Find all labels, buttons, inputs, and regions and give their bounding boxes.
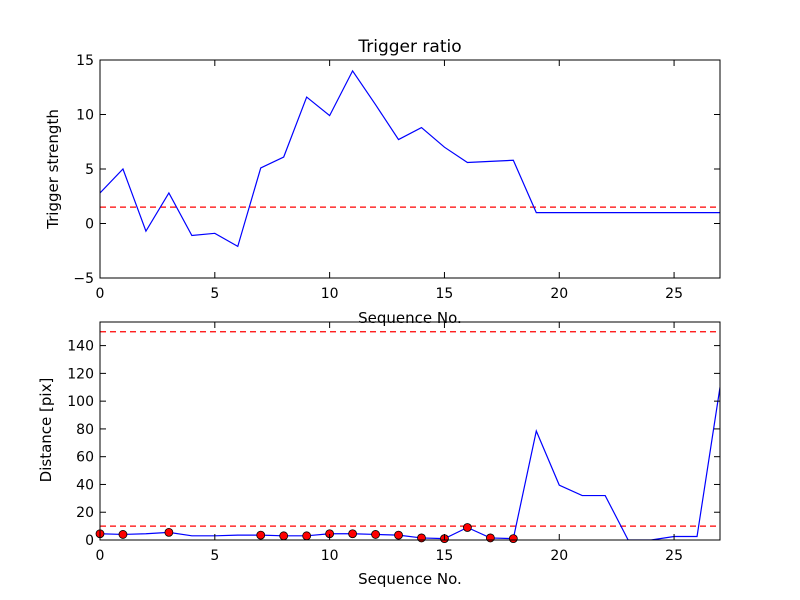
x-tick-label: 25 — [665, 548, 683, 564]
y-tick-label: 60 — [76, 450, 94, 466]
y-axis-label: Trigger strength — [44, 109, 62, 230]
y-tick-label: 20 — [76, 505, 94, 521]
x-tick-label: 25 — [665, 286, 683, 302]
y-tick-label: 0 — [85, 533, 94, 549]
x-tick-label: 5 — [210, 286, 219, 302]
x-tick-label: 10 — [321, 548, 339, 564]
x-tick-label: 10 — [321, 286, 339, 302]
data-point — [485, 533, 495, 543]
y-tick-label: 10 — [76, 108, 94, 124]
data-point — [164, 527, 174, 537]
y-tick-label: 120 — [67, 366, 94, 382]
data-point — [256, 530, 266, 540]
data-point — [508, 534, 518, 544]
x-tick-label: 0 — [96, 548, 105, 564]
y-tick-label: 80 — [76, 422, 94, 438]
data-point — [371, 530, 380, 539]
y-tick-label: 40 — [76, 477, 94, 493]
y-axis-label: Distance [pix] — [37, 378, 55, 483]
x-tick-label: 15 — [436, 548, 454, 564]
series-line — [100, 387, 720, 540]
series-line — [100, 69, 720, 248]
y-tick-label: 0 — [85, 217, 94, 233]
trigger-ratio-panel: Trigger ratio Sequence No. Trigger stren… — [44, 37, 721, 327]
y-tick-label: 5 — [85, 162, 94, 178]
data-point — [463, 523, 472, 532]
y-tick-label: −5 — [73, 271, 94, 287]
data-point — [118, 530, 128, 539]
data-point — [348, 529, 357, 539]
x-axis-label: Sequence No. — [358, 570, 462, 588]
x-tick-label: 5 — [210, 548, 219, 564]
x-tick-label: 20 — [550, 286, 568, 302]
x-tick-label: 0 — [96, 286, 105, 302]
x-tick-label: 20 — [550, 548, 568, 564]
y-tick-label: 100 — [67, 394, 94, 410]
distance-panel: Sequence No. Distance [pix] 0 5 10 15 20 25 0 2… — [37, 321, 721, 588]
data-point — [302, 531, 312, 541]
data-point — [417, 533, 426, 543]
data-point — [394, 530, 403, 540]
y-tick-label: 140 — [67, 339, 94, 355]
x-axis-label: Sequence No. — [358, 309, 462, 327]
plot-frame — [99, 321, 721, 541]
chart-title: Trigger ratio — [357, 37, 461, 57]
plot-frame — [99, 59, 721, 279]
data-point — [279, 531, 289, 541]
x-tick-label: 15 — [436, 286, 454, 302]
y-tick-label: 15 — [76, 53, 94, 69]
